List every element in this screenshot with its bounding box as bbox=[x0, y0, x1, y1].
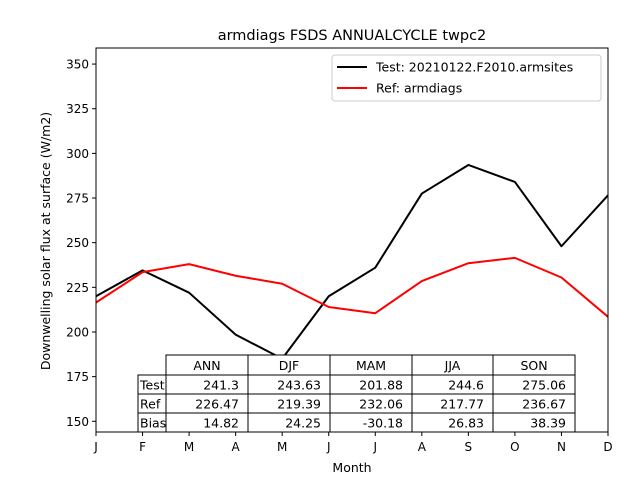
table-cell: 275.06 bbox=[522, 378, 566, 393]
table-cell: 217.77 bbox=[440, 397, 484, 412]
table-cell: 26.83 bbox=[448, 416, 484, 431]
plot-area bbox=[95, 163, 609, 360]
x-tick-label: J bbox=[326, 440, 331, 454]
x-tick-label: N bbox=[557, 440, 566, 454]
table-column-header: DJF bbox=[279, 358, 300, 373]
x-tick-label: D bbox=[603, 440, 612, 454]
series-line-0 bbox=[95, 163, 609, 360]
table-cell: 14.82 bbox=[203, 416, 239, 431]
y-axis-label: Downwelling solar flux at surface (W/m2) bbox=[38, 112, 53, 370]
table-cell: 244.6 bbox=[448, 378, 484, 393]
x-tick-label: M bbox=[184, 440, 194, 454]
y-tick-label: 325 bbox=[66, 102, 89, 116]
x-tick-label: J bbox=[372, 440, 377, 454]
table-cell: 243.63 bbox=[277, 378, 321, 393]
x-tick-label: M bbox=[277, 440, 287, 454]
table-column-header: JJA bbox=[444, 358, 461, 373]
table-body bbox=[137, 374, 576, 433]
y-tick-label: 300 bbox=[66, 147, 89, 161]
x-tick-label: O bbox=[510, 440, 519, 454]
table-cell: 241.3 bbox=[203, 378, 239, 393]
x-tick-label: F bbox=[139, 440, 146, 454]
y-tick-label: 175 bbox=[66, 370, 89, 384]
y-tick-label: 150 bbox=[66, 415, 89, 429]
table-cell: 236.67 bbox=[522, 397, 566, 412]
table-cell: 232.06 bbox=[359, 397, 403, 412]
x-tick-label: A bbox=[232, 440, 241, 454]
x-tick-label: J bbox=[93, 440, 98, 454]
x-tick-label: S bbox=[465, 440, 473, 454]
y-tick-label: 200 bbox=[66, 325, 89, 339]
table-cell: -30.18 bbox=[363, 416, 403, 431]
legend-label-0: Test: 20210122.F2010.armsites bbox=[375, 60, 573, 75]
table-cell: 219.39 bbox=[277, 397, 321, 412]
x-tick-label: A bbox=[418, 440, 427, 454]
legend-label-1: Ref: armdiags bbox=[376, 81, 462, 96]
table-column-header: MAM bbox=[356, 358, 386, 373]
table-column-header: ANN bbox=[193, 358, 220, 373]
table-cell: 38.39 bbox=[530, 416, 566, 431]
table-cell: 24.25 bbox=[285, 416, 321, 431]
chart-title: armdiags FSDS ANNUALCYCLE twpc2 bbox=[218, 28, 487, 44]
legend: Test: 20210122.F2010.armsites Ref: armdia… bbox=[331, 54, 602, 102]
y-tick-label: 225 bbox=[66, 281, 89, 295]
table-row-label: Ref bbox=[140, 397, 161, 412]
table-cell: 226.47 bbox=[195, 397, 239, 412]
y-tick-label: 350 bbox=[66, 58, 89, 72]
y-tick-label: 275 bbox=[66, 192, 89, 206]
x-axis-label: Month bbox=[332, 460, 371, 475]
y-tick-label: 250 bbox=[66, 236, 89, 250]
legend-box bbox=[331, 54, 602, 102]
series-line-1 bbox=[95, 256, 609, 318]
table-column-header: SON bbox=[520, 358, 547, 373]
table-row-label: Bias bbox=[140, 416, 166, 431]
stats-table: ANN DJF MAM JJA SON Test 241.3 243.63 201.88 244.… bbox=[137, 354, 576, 433]
table-cell: 201.88 bbox=[359, 378, 403, 393]
table-row-label: Test bbox=[139, 378, 165, 393]
